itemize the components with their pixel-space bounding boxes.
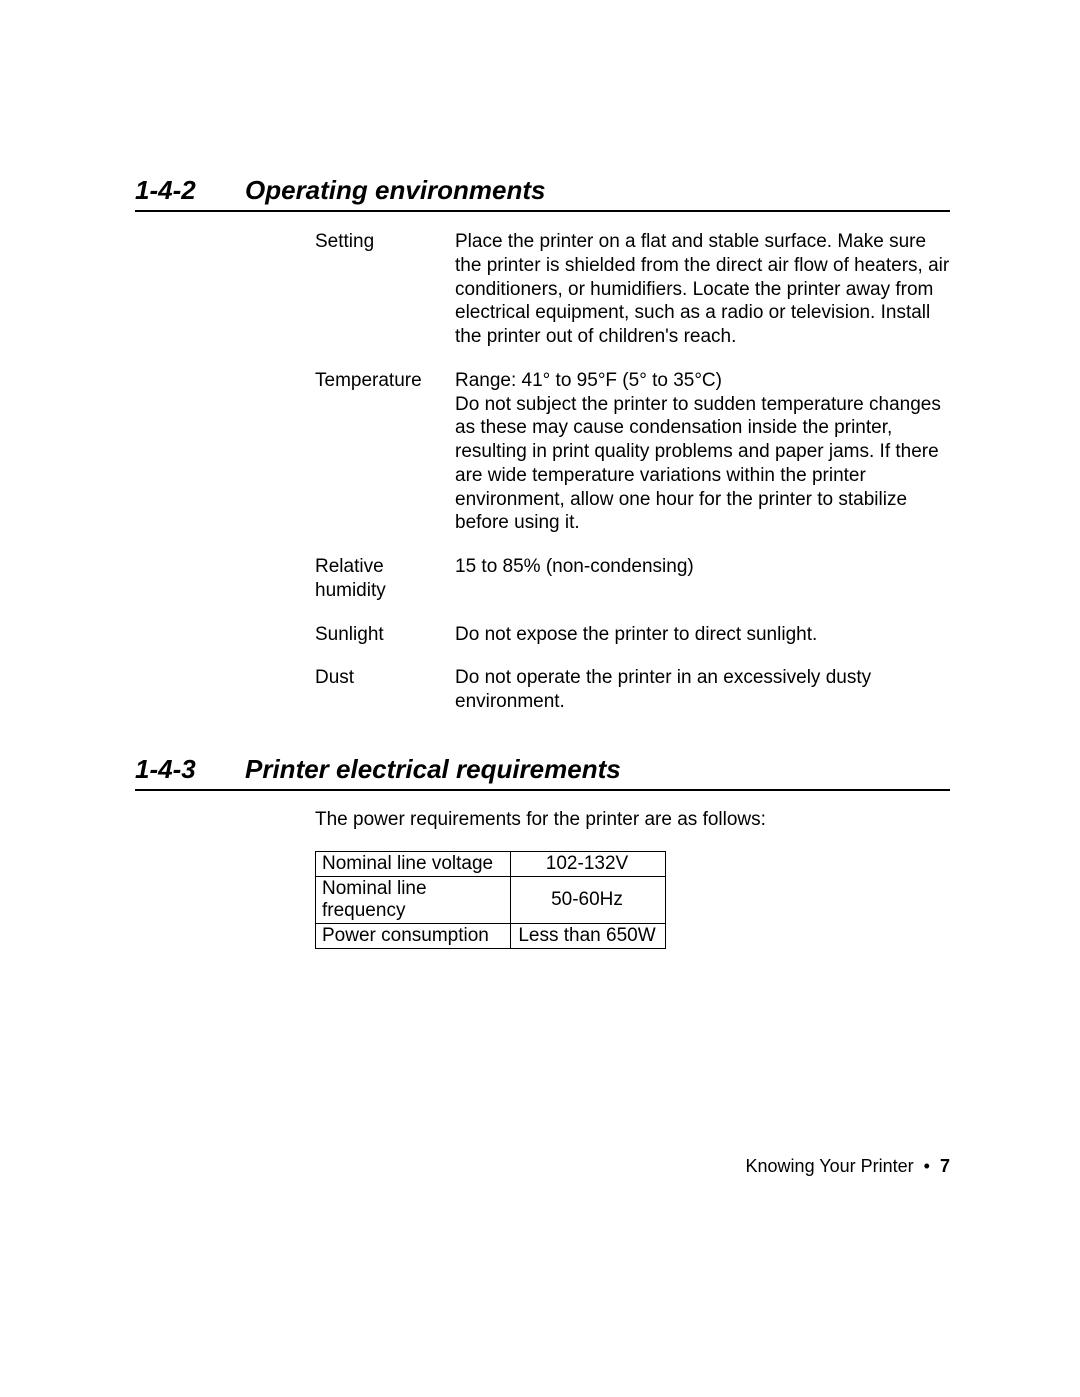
table-row: Nominal line voltage 102-132V bbox=[316, 851, 666, 876]
table-row: Power consumption Less than 650W bbox=[316, 923, 666, 948]
env-label: Sunlight bbox=[315, 623, 455, 647]
env-dust-row: Dust Do not operate the printer in an ex… bbox=[315, 666, 950, 714]
env-label: Dust bbox=[315, 666, 455, 714]
env-value: 15 to 85% (non-condensing) bbox=[455, 555, 694, 603]
section-number: 1-4-3 bbox=[135, 754, 245, 785]
operating-environments-list: Setting Place the printer on a flat and … bbox=[315, 230, 950, 714]
env-value: Range: 41° to 95°F (5° to 35°C)Do not su… bbox=[455, 369, 950, 535]
env-label: Relative humidity bbox=[315, 555, 455, 603]
table-cell-value: 102-132V bbox=[511, 851, 666, 876]
electrical-requirements-table: Nominal line voltage 102-132V Nominal li… bbox=[315, 851, 666, 949]
table-cell-value: Less than 650W bbox=[511, 923, 666, 948]
env-label: Setting bbox=[315, 230, 455, 349]
env-humidity-row: Relative humidity 15 to 85% (non-condens… bbox=[315, 555, 950, 603]
env-label: Temperature bbox=[315, 369, 455, 535]
env-setting-row: Setting Place the printer on a flat and … bbox=[315, 230, 950, 349]
section-heading-1-4-3: 1-4-3 Printer electrical requirements bbox=[135, 754, 950, 791]
page-footer: Knowing Your Printer • 7 bbox=[746, 1156, 950, 1177]
table-cell-value: 50-60Hz bbox=[511, 876, 666, 923]
section-heading-1-4-2: 1-4-2 Operating environments bbox=[135, 175, 950, 212]
footer-chapter: Knowing Your Printer bbox=[746, 1156, 914, 1176]
page-number: 7 bbox=[940, 1156, 950, 1176]
section-title: Operating environments bbox=[245, 175, 546, 206]
table-cell-label: Nominal line frequency bbox=[316, 876, 511, 923]
section-title: Printer electrical requirements bbox=[245, 754, 621, 785]
env-temperature-row: Temperature Range: 41° to 95°F (5° to 35… bbox=[315, 369, 950, 535]
env-sunlight-row: Sunlight Do not expose the printer to di… bbox=[315, 623, 950, 647]
table-row: Nominal line frequency 50-60Hz bbox=[316, 876, 666, 923]
env-value: Do not expose the printer to direct sunl… bbox=[455, 623, 817, 647]
env-value: Do not operate the printer in an excessi… bbox=[455, 666, 950, 714]
env-value: Place the printer on a flat and stable s… bbox=[455, 230, 950, 349]
footer-separator: • bbox=[924, 1156, 930, 1176]
table-cell-label: Nominal line voltage bbox=[316, 851, 511, 876]
electrical-intro: The power requirements for the printer a… bbox=[315, 809, 950, 831]
table-cell-label: Power consumption bbox=[316, 923, 511, 948]
section-number: 1-4-2 bbox=[135, 175, 245, 206]
